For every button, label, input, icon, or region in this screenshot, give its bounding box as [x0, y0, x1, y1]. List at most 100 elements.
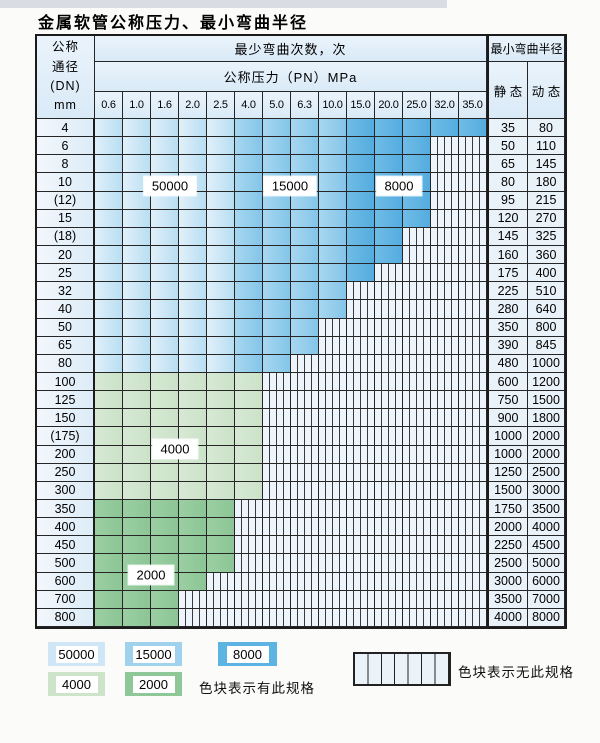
spec-cell: [179, 354, 207, 373]
no-spec-cell: [347, 590, 375, 609]
spec-cell: [151, 391, 179, 410]
no-spec-cell: [403, 427, 431, 446]
spec-cell: [123, 590, 151, 609]
spec-cell: [347, 264, 375, 283]
spec-cell: [235, 119, 263, 138]
no-spec-cell: [319, 409, 347, 428]
spec-cell: [291, 245, 319, 265]
no-spec-cell: [403, 336, 431, 355]
no-spec-cell: [403, 554, 431, 573]
no-spec-cell: [319, 499, 347, 519]
spec-cell: [207, 463, 235, 482]
no-spec-cell: [431, 463, 459, 482]
spec-cell: [375, 209, 403, 228]
spec-cell: [207, 554, 235, 573]
spec-cell: [151, 227, 179, 246]
dn-cell: 25: [37, 264, 95, 283]
no-spec-cell: [291, 463, 319, 482]
dynamic-radius-value: 2500: [528, 463, 565, 482]
spec-cell: [347, 191, 375, 210]
no-spec-cell: [459, 427, 487, 446]
no-spec-cell: [291, 445, 319, 464]
static-radius-value: 175: [487, 264, 528, 283]
no-spec-cell: [319, 518, 347, 537]
dn-cell: 10: [37, 173, 95, 192]
spec-cell: [179, 227, 207, 246]
dynamic-radius-value: 845: [528, 336, 565, 355]
spec-cell: [95, 499, 123, 519]
spec-cell: [459, 119, 487, 138]
no-spec-cell: [347, 318, 375, 337]
dn-cell: (12): [37, 191, 95, 210]
no-spec-cell: [375, 499, 403, 519]
spec-cell: [151, 463, 179, 482]
legend-swatch-50000: 50000: [48, 642, 105, 666]
dynamic-radius-value: 3500: [528, 499, 565, 519]
zone-label-4000: 4000: [152, 439, 198, 459]
spec-cell: [179, 336, 207, 355]
spec-cell: [123, 282, 151, 301]
spec-cell: [95, 445, 123, 464]
spec-cell: [207, 336, 235, 355]
no-spec-cell: [319, 391, 347, 410]
no-spec-cell: [263, 463, 291, 482]
static-radius-value: 2500: [487, 554, 528, 573]
no-spec-cell: [431, 572, 459, 591]
no-spec-cell: [403, 499, 431, 519]
no-spec-cell: [403, 391, 431, 410]
no-spec-cell: [431, 209, 459, 228]
zone-label-8000: 8000: [376, 176, 422, 196]
dn-cell: 15: [37, 209, 95, 228]
dn-header-line: mm: [54, 98, 77, 113]
no-spec-cell: [319, 427, 347, 446]
dynamic-radius-value: 1800: [528, 409, 565, 428]
spec-cell: [291, 318, 319, 337]
no-spec-cell: [459, 536, 487, 555]
spec-cell: [179, 481, 207, 500]
dn-cell: 500: [37, 554, 95, 573]
no-spec-cell: [375, 608, 403, 627]
spec-cell: [263, 191, 291, 210]
spec-cell: [207, 354, 235, 373]
dynamic-radius-value: 8000: [528, 608, 565, 627]
spec-cell: [235, 191, 263, 210]
spec-cell: [123, 155, 151, 174]
no-spec-cell: [431, 554, 459, 573]
dynamic-radius-value: 270: [528, 209, 565, 228]
spec-cell: [207, 119, 235, 138]
no-spec-cell: [347, 391, 375, 410]
no-spec-cell: [431, 481, 459, 500]
no-spec-cell: [319, 372, 347, 392]
dynamic-radius-value: 640: [528, 300, 565, 319]
pressure-col-header: 20.0: [375, 92, 403, 119]
spec-cell: [235, 318, 263, 337]
no-spec-cell: [347, 608, 375, 627]
no-spec-cell: [347, 445, 375, 464]
spec-cell: [95, 536, 123, 555]
spec-cell: [151, 590, 179, 609]
no-spec-cell: [459, 155, 487, 174]
spec-cell: [179, 409, 207, 428]
no-spec-cell: [459, 608, 487, 627]
spec-cell: [123, 391, 151, 410]
pressure-col-header: 2.0: [179, 92, 207, 119]
min-bend-radius-header: 最小弯曲半径: [487, 36, 565, 62]
no-spec-cell: [459, 354, 487, 373]
no-spec-cell: [431, 336, 459, 355]
spec-cell: [95, 481, 123, 500]
spec-cell: [263, 264, 291, 283]
pressure-col-header: 10.0: [319, 92, 347, 119]
dynamic-radius-value: 145: [528, 155, 565, 174]
spec-cell: [123, 191, 151, 210]
spec-cell: [319, 264, 347, 283]
no-spec-cell: [375, 590, 403, 609]
spec-cell: [179, 264, 207, 283]
page-title: 金属软管公称压力、最小弯曲半径: [38, 13, 309, 32]
spec-cell: [207, 209, 235, 228]
static-radius-value: 50: [487, 137, 528, 156]
no-spec-cell: [235, 590, 263, 609]
dn-cell: 150: [37, 409, 95, 428]
dynamic-radius-value: 6000: [528, 572, 565, 591]
spec-cell: [123, 245, 151, 265]
no-spec-note: 色块表示无此规格: [458, 665, 574, 680]
